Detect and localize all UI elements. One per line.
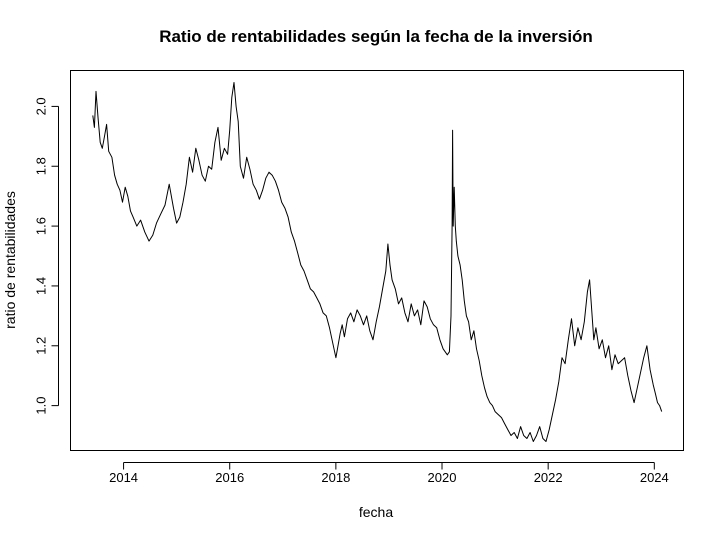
x-axis: 2014 2016 2018 2020 2022 2024	[109, 462, 669, 485]
x-tick-label: 2024	[640, 470, 669, 485]
plot-frame	[70, 70, 684, 451]
chart-title: Ratio de rentabilidades según la fecha d…	[159, 27, 593, 46]
y-axis-label: ratio de rentabilidades	[2, 191, 18, 329]
y-axis: 1.0 1.2 1.4 1.6 1.8 2.0	[34, 97, 59, 415]
y-tick-label: 2.0	[34, 97, 49, 115]
x-tick-label: 2014	[109, 470, 138, 485]
y-tick-label: 1.8	[34, 157, 49, 175]
x-tick-label: 2018	[321, 470, 350, 485]
series-layer	[92, 82, 663, 442]
y-tick-label: 1.0	[34, 397, 49, 415]
x-axis-label: fecha	[359, 504, 393, 520]
x-tick-label: 2020	[428, 470, 457, 485]
y-tick-label: 1.6	[34, 217, 49, 235]
y-tick-label: 1.2	[34, 337, 49, 355]
y-tick-label: 1.4	[34, 277, 49, 295]
x-tick-label: 2022	[534, 470, 563, 485]
series-line	[92, 82, 663, 442]
x-tick-label: 2016	[215, 470, 244, 485]
